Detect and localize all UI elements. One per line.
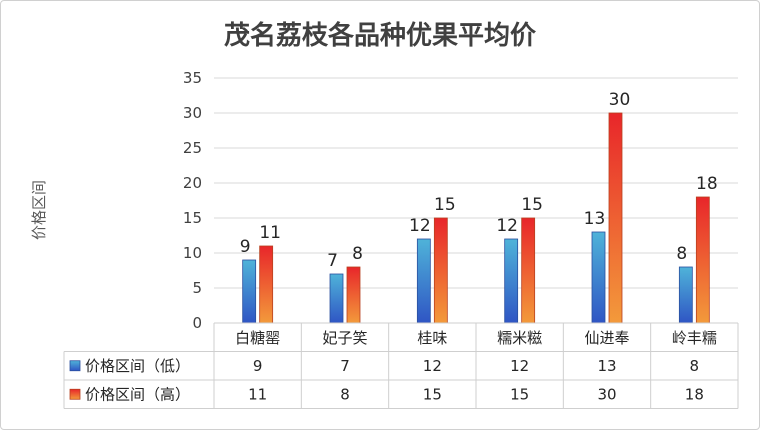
data-label-high-2: 15 xyxy=(434,195,456,215)
bar-low-4 xyxy=(591,231,606,324)
data-label-low-2: 12 xyxy=(409,216,431,236)
y-tick-label-25: 25 xyxy=(183,139,202,157)
data-label-high-3: 15 xyxy=(521,195,543,215)
table-cell-low-5: 8 xyxy=(690,357,700,375)
y-tick-label-20: 20 xyxy=(183,174,202,192)
y-tick-label-30: 30 xyxy=(183,104,202,122)
bar-high-4 xyxy=(608,112,623,324)
data-label-low-0: 9 xyxy=(240,237,251,257)
data-label-low-5: 8 xyxy=(676,244,687,264)
y-tick-label-15: 15 xyxy=(183,209,202,227)
chart-title: 茂名荔枝各品种优果平均价 xyxy=(224,20,537,51)
table-cell-low-0: 9 xyxy=(253,357,263,375)
data-label-low-3: 12 xyxy=(496,216,518,236)
y-tick-labels: 0 5 10 15 20 25 30 35 xyxy=(183,69,202,332)
gridlines xyxy=(214,77,738,324)
bar-low-0 xyxy=(242,259,257,324)
x-tick-label-1: 妃子笑 xyxy=(322,329,367,347)
y-tick-label-0: 0 xyxy=(192,314,202,332)
bar-high-1 xyxy=(346,266,361,324)
x-tick-label-2: 桂味 xyxy=(417,329,447,347)
bar-high-2 xyxy=(433,217,448,324)
data-label-low-1: 7 xyxy=(327,251,338,271)
legend-label-high: 价格区间（高） xyxy=(85,385,190,403)
legend-key-high xyxy=(69,388,81,400)
legend-label-low: 价格区间（低） xyxy=(85,357,190,375)
data-label-low-4: 13 xyxy=(584,209,606,229)
table-cell-low-2: 12 xyxy=(423,357,442,375)
table-cell-high-4: 30 xyxy=(597,385,616,403)
x-tick-label-3: 糯米糍 xyxy=(497,329,542,347)
y-tick-label-35: 35 xyxy=(183,69,202,87)
data-label-high-1: 8 xyxy=(352,244,363,264)
bar-high-0 xyxy=(259,245,274,324)
data-label-high-4: 30 xyxy=(609,90,631,110)
table-cell-low-1: 7 xyxy=(340,357,350,375)
table-cell-high-5: 18 xyxy=(685,385,704,403)
bar-low-1 xyxy=(329,273,344,324)
bar-low-3 xyxy=(504,238,519,324)
bars xyxy=(242,112,710,324)
y-tick-label-10: 10 xyxy=(183,244,202,262)
y-tick-label-5: 5 xyxy=(192,279,202,297)
bar-low-5 xyxy=(678,266,693,324)
table-cell-high-0: 11 xyxy=(248,385,267,403)
x-tick-label-5: 岭丰糯 xyxy=(672,329,717,347)
bar-high-5 xyxy=(695,196,710,324)
table-cell-high-3: 15 xyxy=(510,385,529,403)
table-cell-low-4: 13 xyxy=(597,357,616,375)
x-tick-label-4: 仙进奉 xyxy=(584,329,629,347)
data-label-high-0: 11 xyxy=(259,223,281,243)
table-cell-high-1: 8 xyxy=(340,385,350,403)
x-tick-label-0: 白糖罂 xyxy=(235,329,280,347)
data-label-high-5: 18 xyxy=(696,174,718,194)
table-cell-low-3: 12 xyxy=(510,357,529,375)
bar-high-3 xyxy=(521,217,536,324)
bar-low-2 xyxy=(416,238,431,324)
y-axis-label: 价格区间 xyxy=(30,180,48,240)
table-cell-high-2: 15 xyxy=(423,385,442,403)
legend-key-low xyxy=(69,360,81,372)
